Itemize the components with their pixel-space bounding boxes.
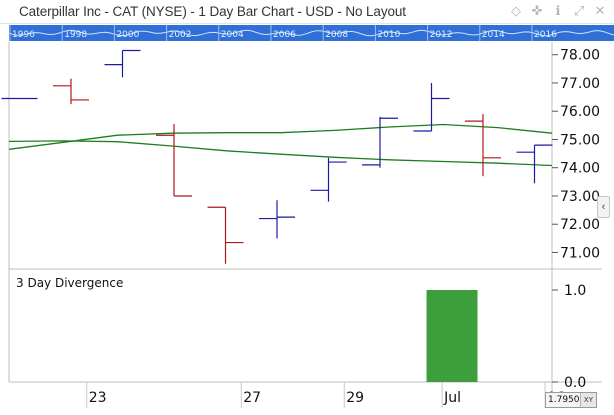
ohlc-bar (516, 144, 553, 184)
price-tick-label: 75.00 (560, 132, 600, 148)
collapse-panel-handle[interactable]: ‹ (597, 196, 610, 218)
moving-average-line-1 (8, 123, 553, 150)
readout-value: 1.7950 (548, 395, 580, 405)
ohlc-bar (53, 78, 89, 105)
overview-background (9, 25, 614, 41)
overview-price-trace (9, 29, 614, 37)
moving-average-line-2 (8, 140, 553, 167)
ohlc-bar (413, 82, 450, 132)
overview-year-label: 1998 (64, 30, 87, 40)
divergence-bar (426, 290, 478, 382)
price-tick-label: 71.00 (560, 245, 600, 261)
date-tick-label: 29 (346, 390, 364, 406)
info-icon[interactable]: ℹ (555, 3, 561, 18)
ohlc-bar (362, 116, 398, 168)
diamond-icon[interactable]: ◇ (511, 3, 521, 18)
ohlc-bar (207, 206, 244, 264)
crosshair-readout: 1.7950 XY (545, 392, 597, 408)
price-tick-label: 76.00 (560, 104, 600, 120)
titlebar-icons: ◇ ✜ ℹ ⤢ ✕ (510, 3, 606, 19)
expand-icon[interactable]: ⤢ (573, 3, 585, 18)
indicator-tick-label: 1.0 (564, 283, 586, 299)
date-tick-label: 27 (243, 390, 261, 406)
pin-icon[interactable]: ✜ (531, 3, 543, 18)
overview-year-label: 2008 (325, 30, 348, 40)
price-tick-label: 78.00 (560, 48, 600, 64)
ohlc-bar (104, 49, 141, 78)
ohlc-bar (156, 123, 192, 197)
chevron-left-icon[interactable]: ‹ (601, 201, 606, 213)
ohlc-bar (310, 157, 347, 202)
chart-title: Caterpillar Inc - CAT (NYSE) - 1 Day Bar… (19, 4, 406, 19)
overview-history-bar[interactable]: 1996 1998 2000 2002 2004 2006 2008 2010 2012 2014… (9, 25, 614, 41)
chart-window-titlebar: Caterpillar Inc - CAT (NYSE) - 1 Day Bar… (0, 0, 614, 24)
overview-year-label: 2004 (221, 30, 244, 40)
overview-year-label: 2014 (482, 30, 505, 40)
overview-year-label: 2002 (169, 30, 192, 40)
overview-year-label: 1996 (12, 30, 35, 40)
date-tick-label: Jul (443, 390, 461, 406)
xy-mode-button[interactable]: XY (579, 393, 596, 407)
indicator-tick-label: 0.0 (564, 375, 586, 391)
overview-year-label: 2016 (534, 30, 557, 40)
ohlc-bar (465, 114, 501, 177)
close-icon[interactable]: ✕ (594, 3, 606, 18)
overview-year-label: 2006 (273, 30, 296, 40)
overview-year-label: 2012 (430, 30, 453, 40)
overview-year-label: 2000 (116, 30, 139, 40)
ohlc-bar (259, 200, 295, 239)
price-tick-label: 77.00 (560, 76, 600, 92)
price-tick-label: 72.00 (560, 217, 600, 233)
indicator-title: 3 Day Divergence (16, 276, 123, 290)
price-tick-label: 73.00 (560, 189, 600, 205)
overview-year-label: 2010 (377, 30, 400, 40)
price-tick-label: 74.00 (560, 161, 600, 177)
date-tick-label: 23 (89, 390, 107, 406)
